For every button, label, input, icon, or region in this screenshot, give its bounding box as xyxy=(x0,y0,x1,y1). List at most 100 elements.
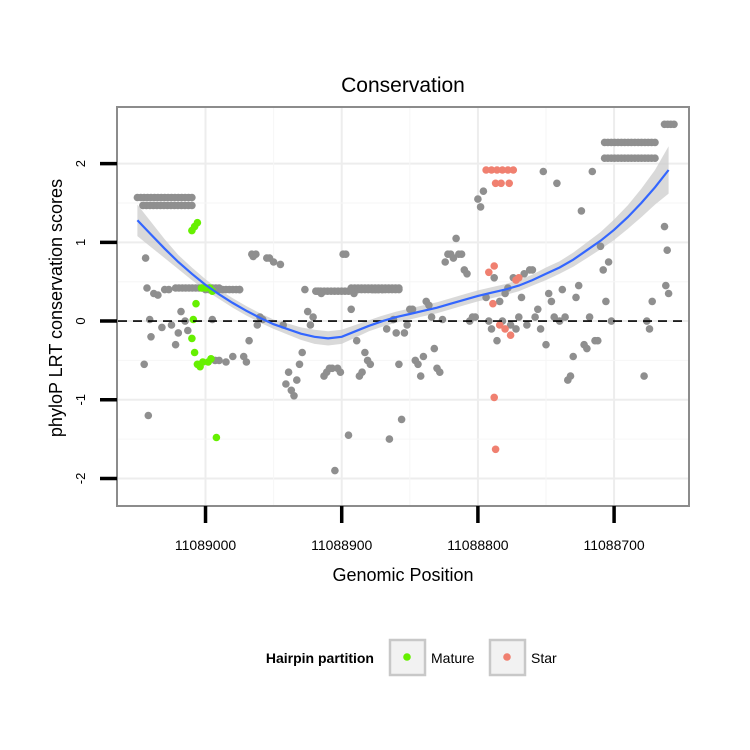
point-other xyxy=(544,289,553,298)
axes: 11089000 11088900 11088800 11088700 -2 -1 0 1 2 xyxy=(73,160,645,553)
point-other xyxy=(395,285,403,294)
point-star xyxy=(515,274,523,282)
point-other xyxy=(361,348,369,357)
point-star xyxy=(498,166,507,174)
point-other xyxy=(229,352,237,361)
point-mature xyxy=(189,315,198,324)
point-other xyxy=(282,380,290,388)
point-other xyxy=(147,333,155,341)
y-tick-label: 0 xyxy=(73,317,88,324)
point-star xyxy=(482,166,490,174)
point-other xyxy=(651,138,659,147)
point-other xyxy=(547,297,556,306)
point-other xyxy=(594,336,602,345)
point-other xyxy=(331,466,339,475)
point-other xyxy=(301,285,309,294)
point-other xyxy=(476,203,485,211)
point-other xyxy=(441,258,450,266)
point-other xyxy=(572,293,580,302)
point-star xyxy=(501,325,509,333)
point-other xyxy=(640,372,648,380)
point-other xyxy=(416,372,425,380)
x-tick-label: 11088800 xyxy=(447,537,508,553)
point-other xyxy=(269,258,278,266)
point-star xyxy=(487,166,496,174)
point-other xyxy=(295,360,304,369)
point-other xyxy=(512,325,520,333)
point-other xyxy=(663,246,671,254)
point-other xyxy=(574,281,583,290)
point-other xyxy=(293,376,301,384)
point-other xyxy=(400,329,409,337)
point-other xyxy=(215,356,223,365)
point-other xyxy=(430,344,439,353)
point-other xyxy=(479,187,488,195)
point-other xyxy=(140,360,148,369)
point-other xyxy=(457,250,466,258)
x-axis-label: Genomic Position xyxy=(332,565,473,585)
point-other xyxy=(506,321,515,329)
point-star xyxy=(489,299,497,308)
point-star xyxy=(490,262,499,270)
point-other xyxy=(452,234,460,243)
legend-key-star xyxy=(488,638,527,677)
plot-panel xyxy=(116,106,690,507)
point-other xyxy=(596,242,605,251)
point-other xyxy=(252,250,260,258)
point-other xyxy=(588,167,597,176)
point-star xyxy=(504,166,512,174)
point-other xyxy=(436,368,444,377)
point-mature xyxy=(188,334,196,343)
point-other xyxy=(344,431,353,440)
point-other xyxy=(298,348,307,357)
point-other xyxy=(602,297,610,306)
point-other xyxy=(670,120,678,129)
point-other xyxy=(395,360,403,369)
point-other xyxy=(419,352,428,361)
point-star xyxy=(495,321,504,329)
point-other xyxy=(449,254,458,262)
point-other xyxy=(366,360,375,369)
point-other xyxy=(290,392,298,400)
point-other xyxy=(550,313,558,321)
point-other xyxy=(607,317,616,325)
x-tick-label: 11088700 xyxy=(583,537,644,553)
point-star xyxy=(485,268,493,277)
point-other xyxy=(242,358,251,366)
point-other xyxy=(284,368,293,377)
point-other xyxy=(645,325,654,333)
point-other xyxy=(536,325,545,333)
point-other xyxy=(463,270,471,278)
point-other xyxy=(553,179,561,188)
point-other xyxy=(141,254,150,262)
point-other xyxy=(585,313,594,321)
x-tick-label: 11088900 xyxy=(311,537,372,553)
point-other xyxy=(520,270,528,278)
point-other xyxy=(165,285,173,294)
smooth-fit-line xyxy=(136,169,670,340)
point-other xyxy=(208,315,217,324)
chart-title: Conservation xyxy=(341,74,465,97)
point-other xyxy=(408,305,417,314)
point-mature xyxy=(212,433,221,442)
legend-item-star: Star xyxy=(488,638,557,677)
point-other xyxy=(425,301,433,310)
point-other xyxy=(566,372,575,380)
point-other xyxy=(583,344,591,353)
point-other xyxy=(660,222,669,231)
point-other xyxy=(542,340,550,349)
x-tick-label: 11089000 xyxy=(175,537,236,553)
point-other xyxy=(414,360,422,369)
legend-label-mature: Mature xyxy=(431,650,475,666)
point-other xyxy=(403,321,411,329)
point-star xyxy=(491,445,500,454)
point-other xyxy=(438,315,447,324)
point-other xyxy=(385,435,394,443)
point-other xyxy=(599,266,607,274)
legend-dot-star xyxy=(503,653,511,661)
legend-label-star: Star xyxy=(531,650,557,666)
point-other xyxy=(528,266,537,274)
data-points xyxy=(133,120,678,475)
legend-dot-mature xyxy=(403,653,411,661)
point-other xyxy=(561,313,569,321)
